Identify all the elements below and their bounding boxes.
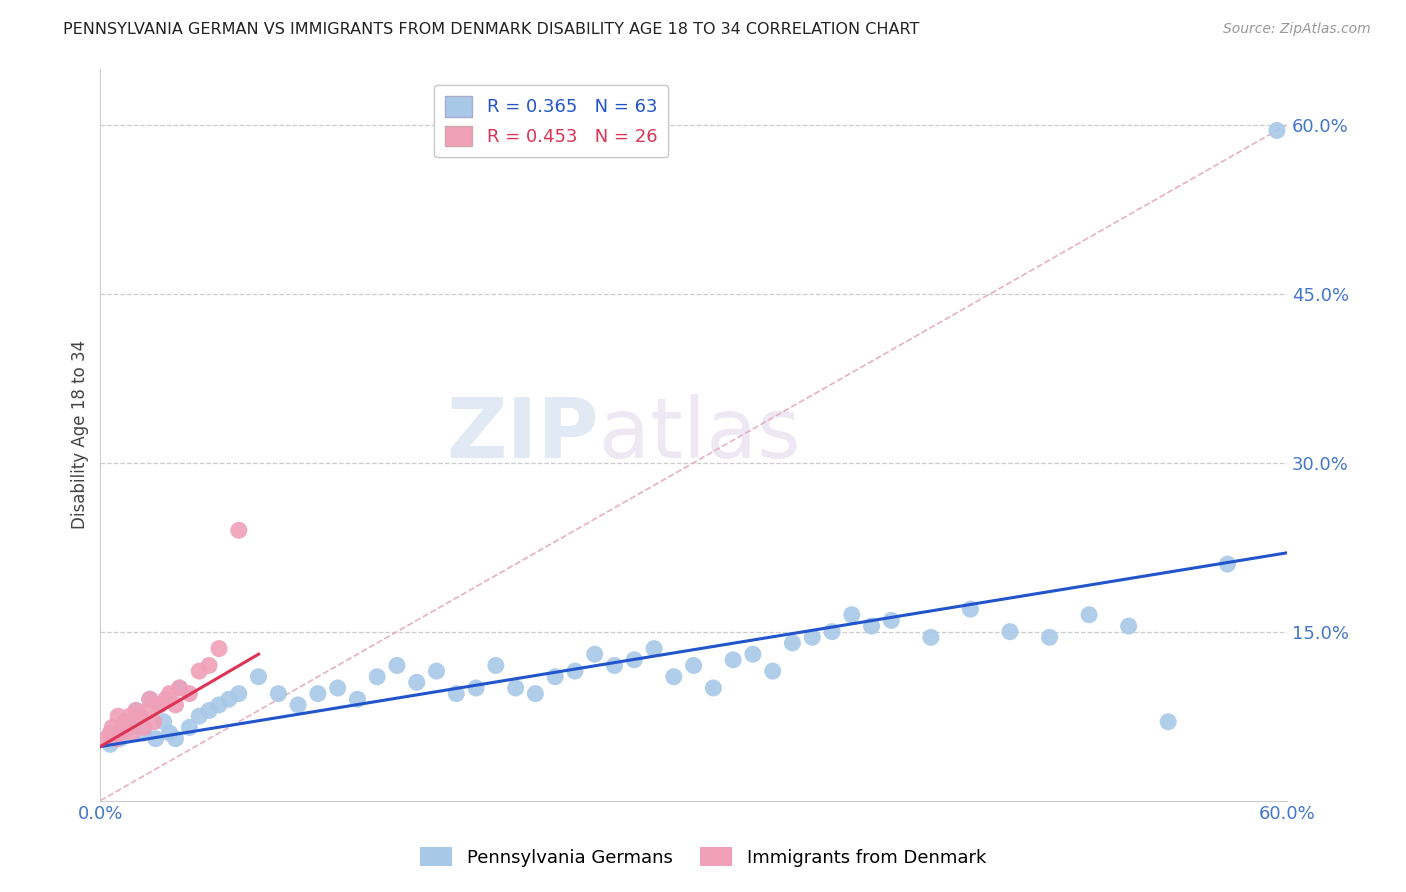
Point [959, 602, 981, 616]
Text: atlas: atlas [599, 394, 800, 475]
Point [228, 687, 250, 701]
Point [544, 670, 567, 684]
Point [623, 653, 645, 667]
Point [485, 658, 508, 673]
Point [125, 704, 148, 718]
Point [425, 664, 447, 678]
Text: PENNSYLVANIA GERMAN VS IMMIGRANTS FROM DENMARK DISABILITY AGE 18 TO 34 CORRELATI: PENNSYLVANIA GERMAN VS IMMIGRANTS FROM D… [63, 22, 920, 37]
Point [1157, 714, 1180, 729]
Point [112, 714, 135, 729]
Point [821, 624, 844, 639]
Point [920, 630, 942, 644]
Point [662, 670, 685, 684]
Point [129, 709, 152, 723]
Point [801, 630, 824, 644]
Point [682, 658, 704, 673]
Point [1265, 123, 1288, 137]
Point [218, 692, 240, 706]
Point [139, 692, 162, 706]
Point [96, 731, 118, 746]
Point [179, 720, 201, 734]
Point [1038, 630, 1060, 644]
Point [208, 698, 231, 712]
Point [742, 647, 765, 661]
Point [1078, 607, 1101, 622]
Point [346, 692, 368, 706]
Point [152, 714, 174, 729]
Point [105, 731, 128, 746]
Point [524, 687, 547, 701]
Point [107, 709, 129, 723]
Text: Source: ZipAtlas.com: Source: ZipAtlas.com [1223, 22, 1371, 37]
Point [385, 658, 408, 673]
Point [188, 709, 211, 723]
Point [564, 664, 586, 678]
Point [465, 681, 488, 695]
Y-axis label: Disability Age 18 to 34: Disability Age 18 to 34 [72, 340, 89, 529]
Point [169, 681, 191, 695]
Point [762, 664, 785, 678]
Point [366, 670, 388, 684]
Point [1118, 619, 1140, 633]
Point [118, 720, 141, 734]
Point [112, 720, 135, 734]
Point [165, 731, 187, 746]
Point [125, 704, 148, 718]
Point [159, 726, 181, 740]
Point [129, 709, 152, 723]
Point [307, 687, 329, 701]
Point [405, 675, 427, 690]
Point [1216, 557, 1239, 571]
Point [108, 726, 131, 740]
Point [139, 692, 162, 706]
Point [179, 687, 201, 701]
Point [149, 698, 172, 712]
Point [880, 614, 903, 628]
Point [603, 658, 626, 673]
Point [860, 619, 883, 633]
Point [165, 698, 187, 712]
Point [101, 720, 124, 734]
Point [326, 681, 349, 695]
Point [149, 698, 172, 712]
Legend: R = 0.365   N = 63, R = 0.453   N = 26: R = 0.365 N = 63, R = 0.453 N = 26 [434, 85, 668, 157]
Point [198, 704, 221, 718]
Legend: Pennsylvania Germans, Immigrants from Denmark: Pennsylvania Germans, Immigrants from De… [413, 840, 993, 874]
Point [98, 726, 121, 740]
Point [998, 624, 1021, 639]
Point [267, 687, 290, 701]
Point [782, 636, 804, 650]
Point [159, 687, 181, 701]
Point [188, 664, 211, 678]
Point [105, 726, 128, 740]
Text: ZIP: ZIP [446, 394, 599, 475]
Point [721, 653, 744, 667]
Point [132, 726, 155, 740]
Point [643, 641, 665, 656]
Point [108, 731, 131, 746]
Point [702, 681, 724, 695]
Point [155, 692, 177, 706]
Point [446, 687, 468, 701]
Point [136, 704, 159, 718]
Point [145, 731, 167, 746]
Point [142, 714, 165, 729]
Point [132, 720, 155, 734]
Point [228, 524, 250, 538]
Point [169, 681, 191, 695]
Point [841, 607, 863, 622]
Point [98, 737, 121, 751]
Point [121, 726, 143, 740]
Point [247, 670, 270, 684]
Point [198, 658, 221, 673]
Point [505, 681, 527, 695]
Point [208, 641, 231, 656]
Point [287, 698, 309, 712]
Point [118, 709, 141, 723]
Point [583, 647, 606, 661]
Point [115, 714, 138, 729]
